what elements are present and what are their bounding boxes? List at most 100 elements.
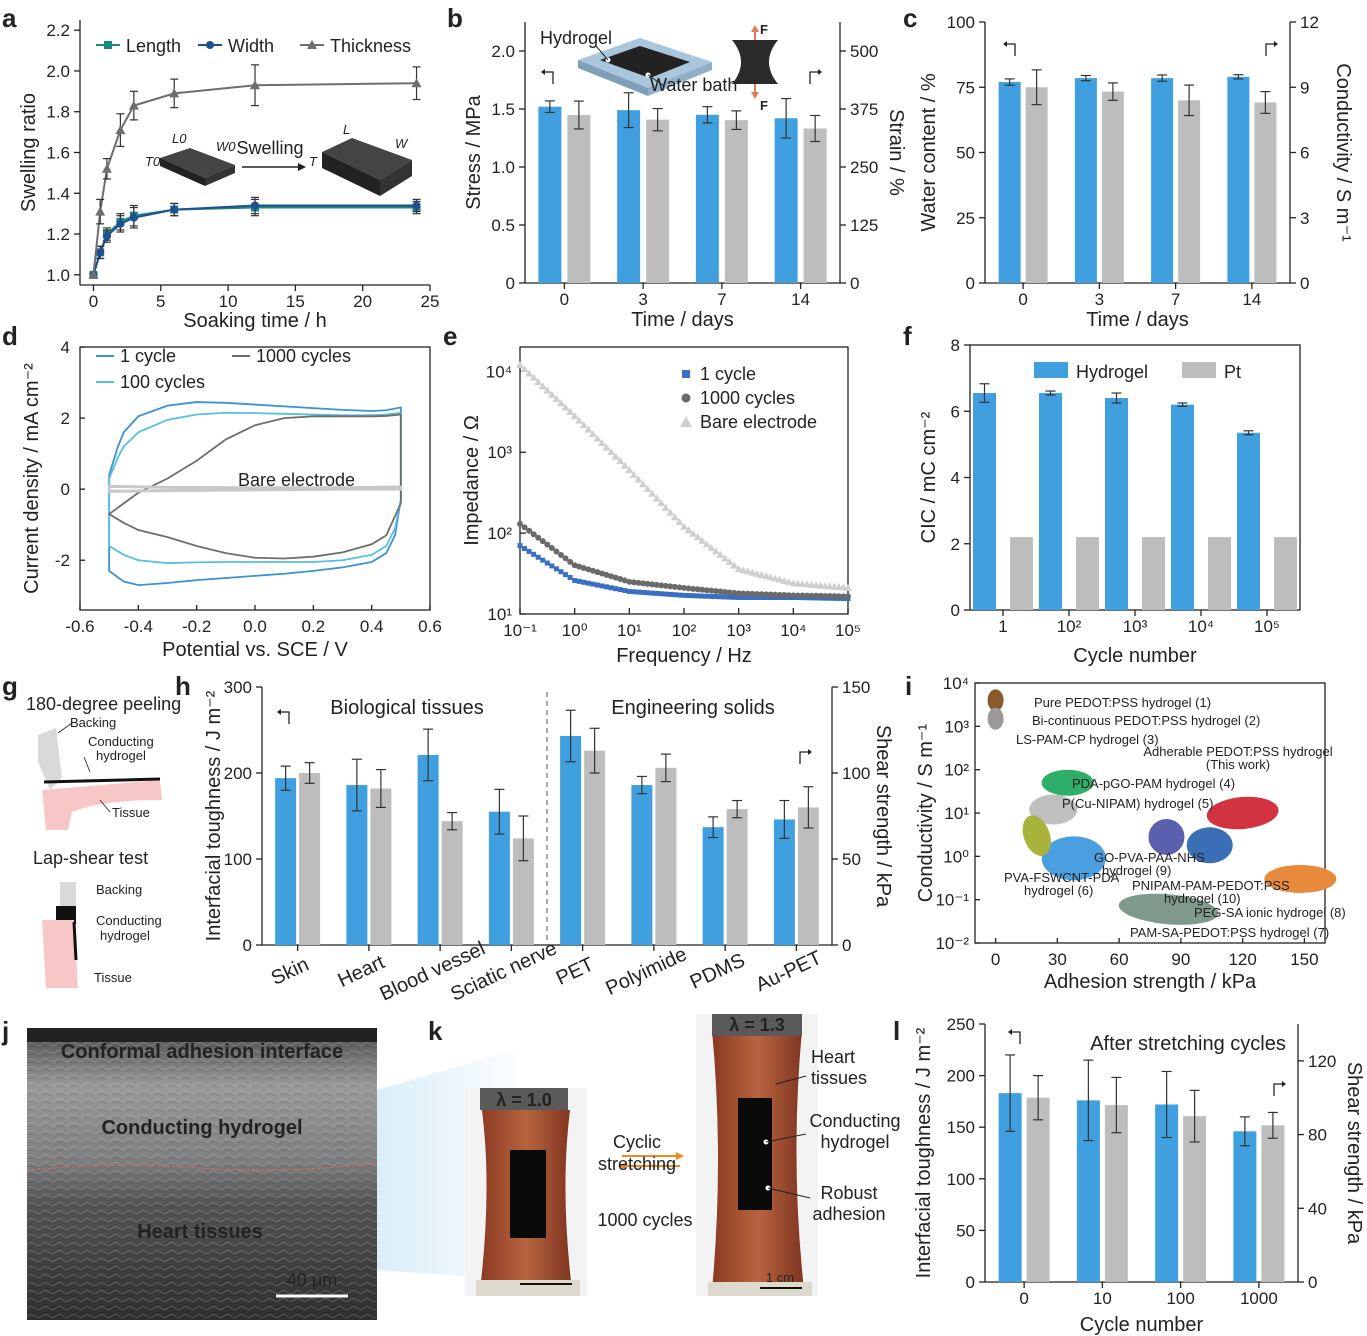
y2-tick-label: 0: [1300, 274, 1309, 293]
conformal-label: Conformal adhesion interface: [61, 1041, 343, 1063]
data-point: [831, 593, 838, 600]
data-point: [594, 582, 600, 588]
bar-pt: [1010, 537, 1033, 610]
data-point: [608, 585, 614, 591]
axis-arrow-right: [1273, 1083, 1282, 1096]
label-point-4: PDA-pGO-PAM hydrogel (4): [1072, 776, 1235, 791]
data-point: [704, 593, 710, 599]
arrow-back-head: [618, 1162, 626, 1170]
data-point: [590, 581, 596, 587]
x-axis-label: Adhesion strength / kPa: [1044, 971, 1257, 993]
dogbone-specimen: [732, 40, 778, 84]
x-tick-label: 25: [421, 292, 440, 311]
legend-label-hydrogel: Hydrogel: [1076, 362, 1148, 382]
hydrogel-right: [738, 1098, 772, 1210]
sem-top-edge: [27, 1028, 377, 1042]
data-point: [721, 554, 729, 562]
panel-g: 180-degree peelingBackingConductinghydro…: [26, 694, 181, 988]
legend-label-width: Width: [228, 36, 274, 56]
lap-backing: [60, 882, 76, 908]
legend-swatch-hydrogel: [1034, 362, 1068, 378]
bar-shear-strength: [1183, 1116, 1207, 1282]
data-point: [626, 588, 632, 594]
data-point: [617, 576, 624, 583]
bar-pt: [1208, 537, 1231, 610]
y2-tick-label: 100: [842, 764, 870, 783]
y-tick-label: 250: [947, 1015, 975, 1034]
panel-label-k: k: [428, 1016, 443, 1046]
bar-hydrogel: [973, 393, 996, 610]
label-point-3: LS-PAM-CP hydrogel (3): [1016, 732, 1159, 747]
data-point: [667, 591, 673, 597]
lambda-left: λ = 1.0: [496, 1090, 552, 1110]
data-point: [840, 593, 847, 600]
y-axis-label: Water content / %: [918, 73, 940, 231]
bar-shear-strength: [726, 809, 748, 945]
legend-label: Bare electrode: [700, 412, 817, 432]
data-point: [658, 591, 664, 597]
bar-stress: [695, 114, 719, 283]
label-point-6-line2: hydrogel (6): [1024, 883, 1093, 898]
legend-marker: [104, 41, 112, 49]
bar-pt: [1274, 537, 1297, 610]
panel-label-c: c: [903, 3, 917, 33]
data-point: [790, 592, 797, 599]
pointer: [57, 722, 73, 734]
data-point: [538, 382, 547, 390]
data-point-thickness: [88, 269, 99, 279]
data-point: [648, 489, 657, 497]
y-tick-label: 200: [224, 764, 252, 783]
y-tick-label: -2: [55, 551, 70, 570]
bar-shear-strength: [1261, 1125, 1285, 1282]
bar-interfacial-toughness: [417, 754, 439, 945]
data-point-width: [129, 213, 138, 222]
x-tick-label: 10³: [1123, 617, 1148, 636]
data-point-width: [412, 201, 421, 210]
panel-i: 0 30 60 90 120 150 10⁻² 10⁻¹ 10⁰ 10¹ 10² 10³ 10⁴ Adhe…: [915, 674, 1346, 993]
x-tick-label: 10⁻¹: [503, 621, 537, 640]
data-point: [529, 373, 538, 381]
x-tick-label: Au-PET: [752, 947, 825, 997]
y-tick-label: 1.0: [491, 158, 515, 177]
data-point: [763, 594, 769, 600]
label-point-11: Adherable PEDOT:PSS hydrogel: [1143, 744, 1332, 759]
data-point: [772, 591, 779, 598]
bar-interfacial-toughness: [275, 778, 297, 945]
data-point-width: [251, 201, 259, 210]
data-point: [617, 587, 623, 593]
y-tick-label: 1.2: [46, 225, 70, 244]
data-point: [785, 592, 792, 599]
label-point-9-line2: hydrogel (9): [1102, 863, 1171, 878]
x-axis-label: Cycle number: [1073, 645, 1197, 667]
bar-shear-strength: [584, 750, 606, 945]
data-point: [727, 594, 733, 600]
y2-axis-label: Strain / %: [885, 109, 907, 196]
data-point-thickness: [411, 78, 422, 88]
data-point: [776, 591, 783, 598]
data-point: [722, 594, 728, 600]
data-point: [694, 586, 701, 593]
panel-c: 0 3 7 14 0 25 50 75 100 0 3 6 9 12 Time / days Water co…: [918, 13, 1354, 331]
data-point: [557, 399, 565, 407]
y2-tick-label: 250: [850, 158, 878, 177]
y-tick-label: 10¹: [944, 804, 969, 823]
heart-tissues-label: Heart tissues: [137, 1221, 263, 1243]
lap-shear-title: Lap-shear test: [33, 848, 148, 868]
conducting-hydrogel-label: Conducting hydrogel: [101, 1117, 302, 1139]
x-tick-label: 30: [1048, 950, 1067, 969]
bar-conductivity: [1254, 102, 1277, 283]
data-point: [766, 573, 775, 581]
data-point: [670, 513, 679, 521]
tissues-label: tissues: [811, 1068, 867, 1088]
peel-title: 180-degree peeling: [26, 694, 181, 714]
arrow-forward-head: [676, 1152, 684, 1160]
force-label-top: F: [760, 22, 768, 37]
data-point: [544, 560, 550, 566]
x-tick-label: PET: [553, 953, 598, 989]
y2-tick-label: 0: [850, 274, 859, 293]
data-point: [531, 551, 537, 557]
x-tick-label: 100: [1166, 1289, 1194, 1308]
panel-label-a: a: [2, 3, 17, 33]
